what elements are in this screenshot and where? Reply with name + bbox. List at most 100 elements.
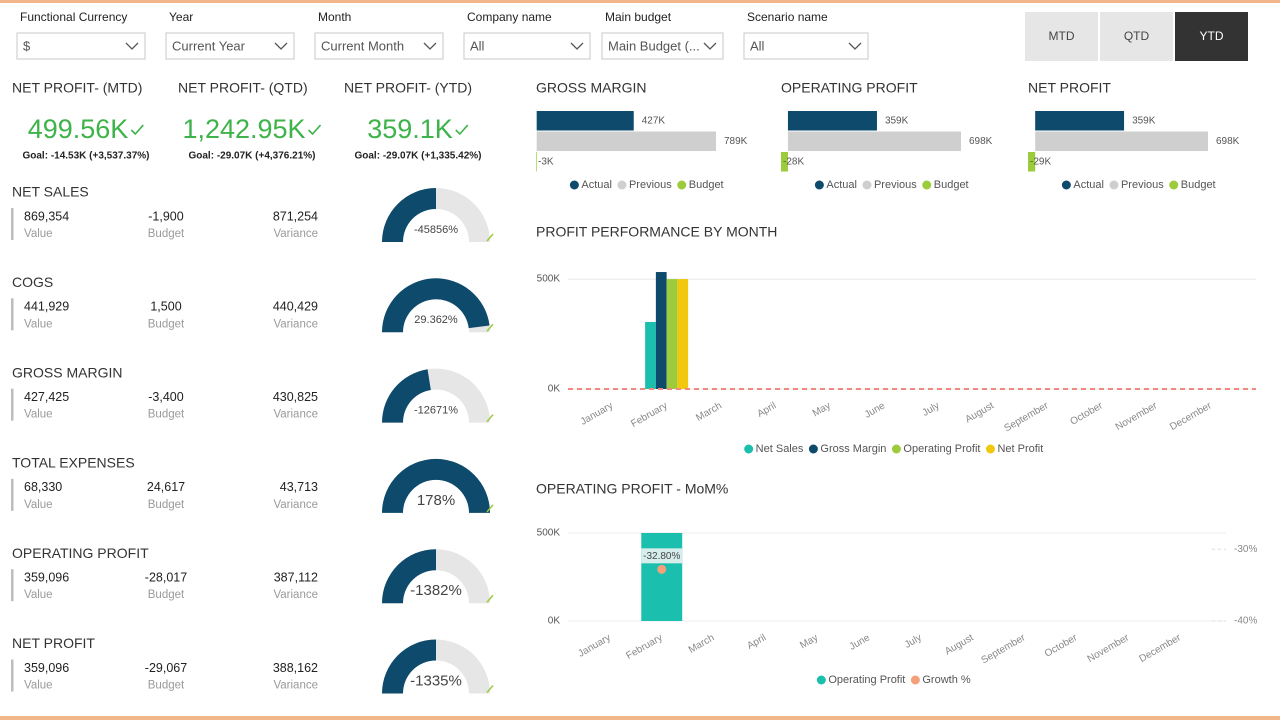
metric-budget: -29,067 — [145, 661, 187, 675]
chart-title: GROSS MARGIN — [536, 80, 646, 96]
x-tick-label: July — [903, 632, 924, 650]
period-tab[interactable] — [1025, 12, 1098, 61]
legend-swatch — [891, 444, 901, 454]
x-tick-label: December — [1168, 400, 1214, 433]
x-tick-label: March — [687, 632, 717, 655]
metric-budget: -28,017 — [145, 570, 187, 584]
metric-value: 441,929 — [24, 300, 69, 314]
metric-variance: 387,112 — [274, 570, 318, 584]
metric-caption: Value — [24, 228, 53, 240]
legend-swatch — [814, 180, 824, 190]
bar-value-label: 359K — [885, 116, 909, 127]
gauge-target — [486, 685, 494, 693]
bar-value-label: -3K — [538, 157, 554, 168]
bar-value-label: -28K — [783, 157, 804, 168]
metric-value: 359,096 — [24, 570, 69, 584]
filter-dropdown[interactable] — [165, 32, 295, 60]
gauge-target — [486, 414, 494, 423]
bar — [536, 152, 537, 172]
data-label: -32.80% — [643, 551, 680, 562]
gauge-fill — [382, 369, 431, 423]
x-tick-label: May — [798, 632, 820, 651]
bar — [666, 279, 678, 389]
legend-label: Previous — [874, 179, 917, 191]
bar — [677, 279, 689, 389]
metric-title: COGS — [12, 274, 53, 290]
legend: Operating Profit Growth % — [816, 674, 971, 686]
metric-variance: 871,254 — [273, 209, 318, 223]
metric-caption: Variance — [273, 228, 318, 240]
y-tick-label: 0K — [548, 616, 561, 627]
legend-label: Budget — [689, 179, 724, 191]
legend-label: Actual — [581, 179, 612, 191]
check-icon — [307, 124, 322, 136]
top-border — [0, 0, 1280, 3]
metric-title: NET PROFIT — [12, 635, 95, 651]
legend-swatch — [816, 675, 826, 685]
x-tick-label: October — [1068, 400, 1105, 428]
y-tick-label: 0K — [548, 384, 561, 395]
bar-value-label: 698K — [969, 136, 993, 147]
point — [657, 564, 667, 574]
metric-caption: Value — [24, 499, 53, 511]
legend: Actual Previous Budget — [814, 179, 969, 191]
legend-swatch — [677, 180, 687, 190]
bar-value-label: 789K — [724, 136, 748, 147]
period-tab[interactable] — [1175, 12, 1248, 61]
period-tab[interactable] — [1100, 12, 1173, 61]
x-tick-label: August — [943, 632, 976, 657]
metric-title: OPERATING PROFIT — [12, 545, 149, 561]
gauge-target — [486, 594, 494, 603]
filter-dropdown[interactable] — [314, 32, 444, 60]
filter-label: Year — [169, 10, 193, 24]
data-label-bg — [641, 548, 683, 564]
metric-caption: Budget — [148, 589, 185, 601]
bar — [787, 131, 961, 151]
bar — [645, 321, 656, 389]
metric-caption: Variance — [273, 680, 318, 692]
x-tick-label: September — [1002, 400, 1050, 434]
chart-title: NET PROFIT — [1028, 80, 1111, 96]
legend: Net Sales Gross Margin Operating Profit Net… — [744, 443, 1043, 455]
legend-label: Previous — [629, 179, 672, 191]
legend-swatch — [910, 675, 920, 685]
legend-swatch — [617, 180, 627, 190]
metric-caption: Budget — [148, 499, 185, 511]
metric-caption: Budget — [148, 228, 185, 240]
bar — [1028, 152, 1036, 172]
y2-tick-label: -40% — [1234, 616, 1257, 627]
filter-dropdown[interactable] — [743, 32, 869, 60]
x-tick-label: August — [963, 400, 996, 425]
gauge-target — [486, 323, 494, 332]
chart-title: OPERATING PROFIT - MoM% — [536, 481, 728, 497]
filter-dropdown[interactable] — [601, 32, 724, 60]
period-tab-label: MTD — [1049, 29, 1075, 43]
gauge-target — [486, 504, 494, 513]
filter-dropdown[interactable] — [463, 32, 591, 60]
filter-value: $ — [23, 38, 31, 53]
bottom-border — [0, 716, 1280, 720]
metric-value: 869,354 — [24, 209, 69, 223]
bar — [641, 532, 683, 621]
metric-value: 427,425 — [24, 390, 69, 404]
x-tick-label: February — [629, 400, 669, 430]
legend-label: Net Profit — [997, 443, 1043, 455]
y2-tick-label: -30% — [1234, 544, 1257, 555]
kpi-value: 1,242.95K — [182, 114, 305, 144]
gauge-label: 29.362% — [414, 314, 458, 326]
bar — [536, 131, 716, 151]
metric-accent — [11, 659, 14, 692]
metric-accent — [11, 569, 14, 602]
kpi-title: NET PROFIT- (QTD) — [178, 80, 308, 96]
metric-caption: Value — [24, 680, 53, 692]
filter-dropdown[interactable] — [16, 32, 146, 60]
legend-swatch — [808, 444, 818, 454]
period-tab-label: YTD — [1200, 29, 1224, 43]
metric-variance: 440,429 — [273, 300, 318, 314]
metric-accent — [11, 478, 14, 511]
x-tick-label: September — [980, 632, 1028, 666]
kpi-title: NET PROFIT- (MTD) — [12, 80, 142, 96]
metric-caption: Variance — [273, 409, 318, 421]
legend-label: Previous — [1121, 179, 1164, 191]
